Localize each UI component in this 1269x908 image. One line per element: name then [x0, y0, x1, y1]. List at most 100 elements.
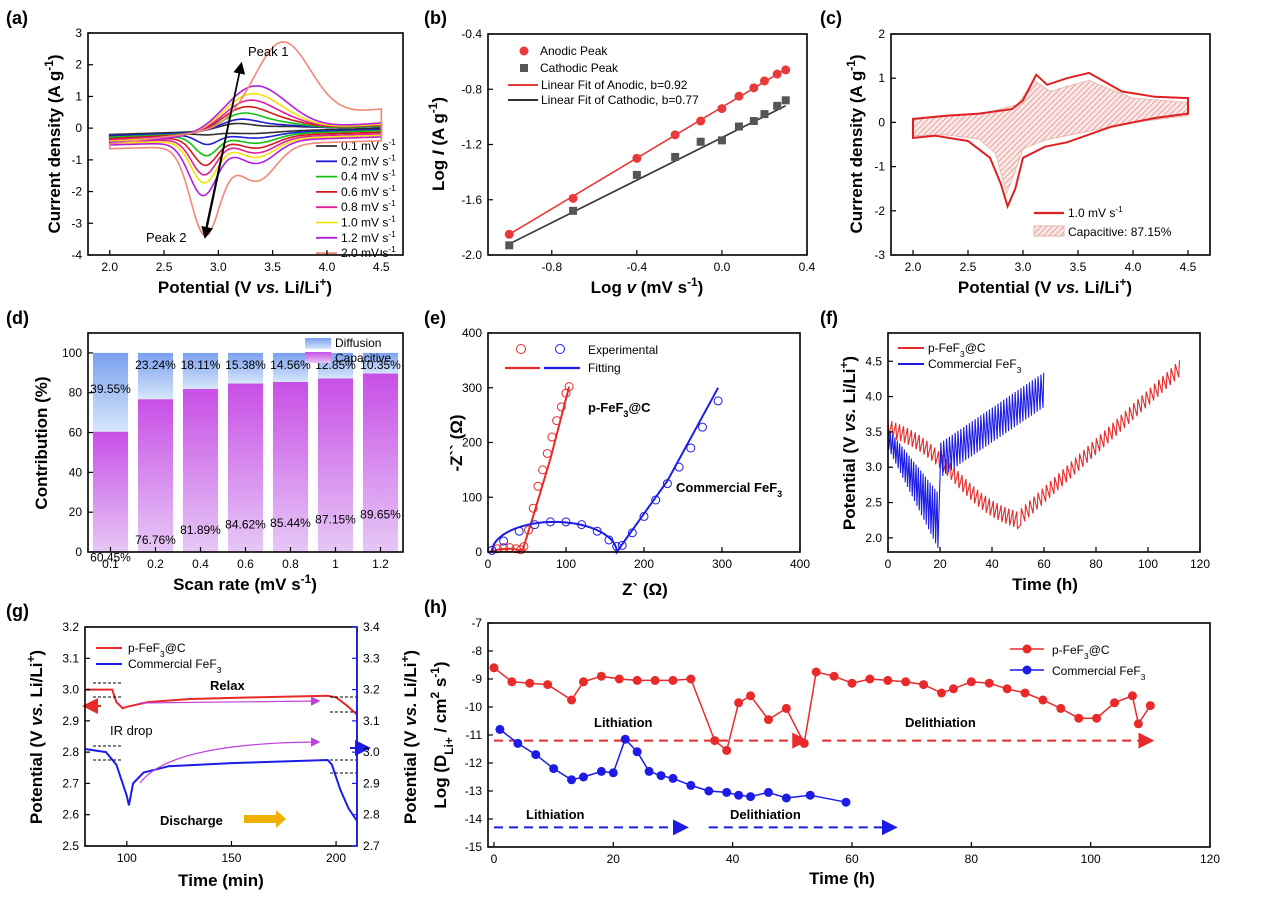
diffusion-value-label: 23.24%: [135, 358, 176, 372]
y-tick-label: -15: [465, 840, 483, 854]
capacitive-bar: [182, 388, 219, 552]
pfef3-point: [781, 703, 791, 713]
diffusion-bar: [227, 352, 264, 384]
commercial-point: [514, 526, 524, 536]
pfef3-point: [632, 675, 642, 685]
pfef3-point: [948, 684, 958, 694]
commercial-point: [592, 526, 602, 536]
y-tick-label: 0: [75, 121, 82, 135]
pfef3-point: [1038, 695, 1048, 705]
y-tick-label: -1.2: [461, 138, 482, 152]
x-tick-label: 100: [556, 557, 576, 571]
panel-label-f: (f): [820, 308, 838, 328]
legend-label: p-FeF3@C: [128, 641, 186, 659]
pfef3-point: [578, 677, 588, 687]
diffusion-value-label: 15.38%: [225, 358, 266, 372]
x-tick-label: 0.2: [147, 557, 164, 571]
y-tick-label: 2.5: [865, 496, 882, 510]
gitt-curve-blue: [887, 372, 1045, 548]
legend-label: Commercial FeF3: [928, 357, 1022, 375]
y-tick-label: 3: [75, 26, 82, 40]
y-tick-label: 2.5: [62, 839, 79, 853]
panel-b: (b) Anodic Peak Cathodic Peak Linear Fit of…: [424, 8, 816, 297]
y-tick-label: -2: [874, 204, 885, 218]
x-tick-label: 60: [845, 852, 859, 866]
commercial-point: [746, 792, 756, 802]
commercial-point: [686, 780, 696, 790]
x-tick-label: 0.0: [714, 260, 731, 274]
pfef3-point: [525, 678, 535, 688]
y-tick-label: -9: [471, 672, 482, 686]
y-tick-label: -0.8: [461, 82, 482, 96]
y-tick-label: -1: [874, 160, 885, 174]
x-tick-label: 300: [712, 557, 732, 571]
x-tick-label: 100: [1138, 557, 1158, 571]
legend-marker: [516, 344, 526, 354]
capacitive-value-label: 87.15%: [315, 512, 356, 526]
pfef3-point: [984, 678, 994, 688]
y-tick-label: -2.0: [461, 248, 482, 262]
pfef3-point: [710, 736, 720, 746]
pfef3-point: [1056, 703, 1066, 713]
x-tick-label: 3.5: [264, 260, 281, 274]
x-axis-title: Potential (V vs. Li/Li+): [958, 275, 1132, 297]
commercial-point: [781, 793, 791, 803]
y-tick-label: 20: [69, 505, 83, 519]
legend-label: Capacitive: [335, 351, 391, 365]
y-tick-label-right: 2.9: [363, 776, 380, 790]
legend-label: 1.0 mV s-1: [341, 214, 396, 230]
y-tick-label: 300: [462, 381, 482, 395]
legend-marker: [519, 46, 529, 56]
x-tick-label: 3.0: [210, 260, 227, 274]
x-tick-label: 2.5: [960, 260, 977, 274]
x-axis-title: Time (h): [1012, 575, 1078, 594]
y-tick-label: -0.4: [461, 27, 482, 41]
diffusion-bar: [362, 352, 399, 374]
capacitive-value-label: 84.62%: [225, 518, 266, 532]
x-tick-label: 40: [985, 557, 999, 571]
pfef3-point: [543, 680, 553, 690]
y-tick-label: -10: [465, 700, 483, 714]
anodic-point: [632, 153, 642, 163]
plot-frame: [487, 332, 801, 553]
capacitive-value-label: 89.65%: [360, 508, 401, 522]
x-tick-label: 3.5: [1070, 260, 1087, 274]
x-axis-title: Time (min): [178, 871, 264, 890]
x-tick-label: 40: [726, 852, 740, 866]
capacitive-bar: [317, 378, 354, 552]
y-tick-label: 4.5: [865, 354, 882, 368]
legend-label: Capacitive: 87.15%: [1068, 225, 1172, 239]
pfef3-point: [901, 677, 911, 687]
legend-marker: [520, 64, 528, 72]
y-tick-label: 100: [462, 490, 482, 504]
panel-g: (g) Relax IR drop Discharge p-FeF3@CCommerci…: [6, 601, 420, 890]
panel-label-g: (g): [6, 601, 29, 621]
legend-label: 0.8 mV s-1: [341, 198, 396, 214]
legend-label: Commercial FeF3: [128, 657, 222, 675]
x-tick-label: 1: [332, 557, 339, 571]
diffusion-bar: [272, 352, 309, 382]
panel-label-b: (b): [424, 8, 447, 28]
y-tick-label: 3.5: [865, 425, 882, 439]
legend-label: 1.2 mV s-1: [341, 229, 396, 245]
y-axis-title: Contribution (%): [32, 376, 51, 509]
commercial-point: [805, 790, 815, 800]
capacitive-bar: [272, 381, 309, 552]
pfef3-point: [528, 503, 538, 513]
commercial-point: [763, 787, 773, 797]
x-tick-label: 4.5: [1180, 260, 1197, 274]
legend-label: 1.0 mV s-1: [1068, 204, 1123, 220]
panel-h: (h) Lithiation Delithiation Lithiation Delit…: [424, 597, 1220, 888]
x-tick-label: 0: [491, 852, 498, 866]
commercial-point: [578, 772, 588, 782]
cathodic-point: [734, 122, 743, 131]
pfef3-point: [668, 675, 678, 685]
y-tick-label-right: 2.7: [363, 839, 380, 853]
commercial-point: [734, 790, 744, 800]
x-tick-label: 2.0: [101, 260, 118, 274]
pfef3-point: [556, 402, 566, 412]
commercial-point: [698, 422, 707, 432]
y-axis-title: Log I (A g-1): [426, 97, 448, 191]
y-tick-label: 60: [69, 426, 83, 440]
